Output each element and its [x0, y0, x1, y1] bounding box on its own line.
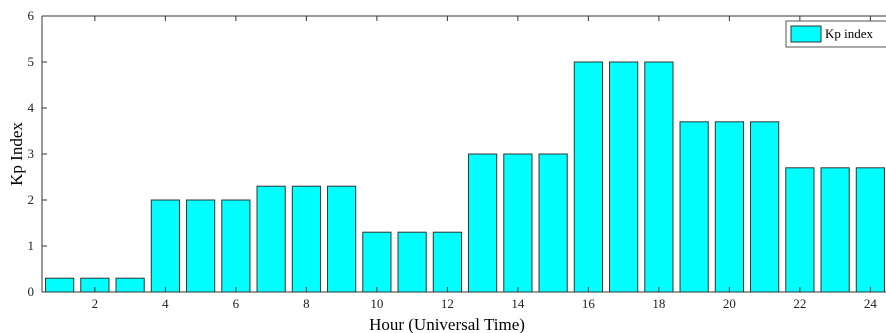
legend-label: Kp index	[825, 26, 874, 41]
x-tick-label: 4	[162, 296, 169, 311]
bar-hour-7	[256, 185, 286, 293]
bar-hour-17	[609, 61, 639, 293]
bar-hour-4	[150, 199, 180, 293]
bar-hour-5	[186, 199, 216, 293]
x-tick-label: 8	[303, 296, 310, 311]
y-tick-label: 0	[28, 284, 35, 299]
y-tick-label: 3	[28, 146, 35, 161]
bar-hour-8	[291, 185, 321, 293]
x-tick-labels: 2 4 6 8 10 12 14 16 18 20 22 24	[92, 296, 878, 311]
bar-hour-3	[115, 277, 145, 293]
bar-series	[45, 61, 885, 293]
bar-hour-10	[362, 231, 392, 293]
bar-hour-11	[397, 231, 427, 293]
x-tick-label: 12	[441, 296, 454, 311]
y-tick-label: 2	[28, 192, 35, 207]
bar-hour-19	[679, 121, 709, 293]
x-tick-label: 24	[864, 296, 878, 311]
bar-hour-1	[45, 277, 75, 293]
legend-swatch	[790, 25, 822, 43]
bar-hour-15	[538, 153, 568, 293]
bar-hour-23	[820, 167, 850, 293]
bar-hour-13	[468, 153, 498, 293]
x-tick-label: 10	[370, 296, 383, 311]
x-axis-title: Hour (Universal Time)	[369, 315, 525, 333]
plot-area	[42, 16, 886, 292]
tick-marks	[42, 15, 871, 293]
y-axis-title: Kp Index	[7, 122, 26, 186]
x-tick-label: 2	[92, 296, 99, 311]
y-tick-label: 4	[28, 100, 35, 115]
bar-hour-20	[714, 121, 744, 293]
bar-hour-14	[503, 153, 533, 293]
bar-hour-9	[327, 185, 357, 293]
x-tick-label: 20	[723, 296, 736, 311]
bar-hour-22	[785, 167, 815, 293]
bar-hour-24	[855, 167, 885, 293]
y-tick-label: 5	[28, 54, 35, 69]
y-tick-label: 1	[28, 238, 35, 253]
x-tick-label: 18	[652, 296, 665, 311]
x-tick-label: 14	[511, 296, 525, 311]
x-tick-label: 22	[793, 296, 806, 311]
y-tick-labels: 0 1 2 3 4 5 6	[28, 8, 35, 299]
bar-hour-18	[644, 61, 674, 293]
x-tick-label: 6	[233, 296, 240, 311]
bar-hour-21	[750, 121, 780, 293]
bar-hour-12	[432, 231, 462, 293]
bar-hour-16	[573, 61, 603, 293]
bar-hour-6	[221, 199, 251, 293]
legend: Kp index	[785, 20, 886, 48]
x-tick-label: 16	[582, 296, 596, 311]
y-tick-label: 6	[28, 8, 35, 23]
